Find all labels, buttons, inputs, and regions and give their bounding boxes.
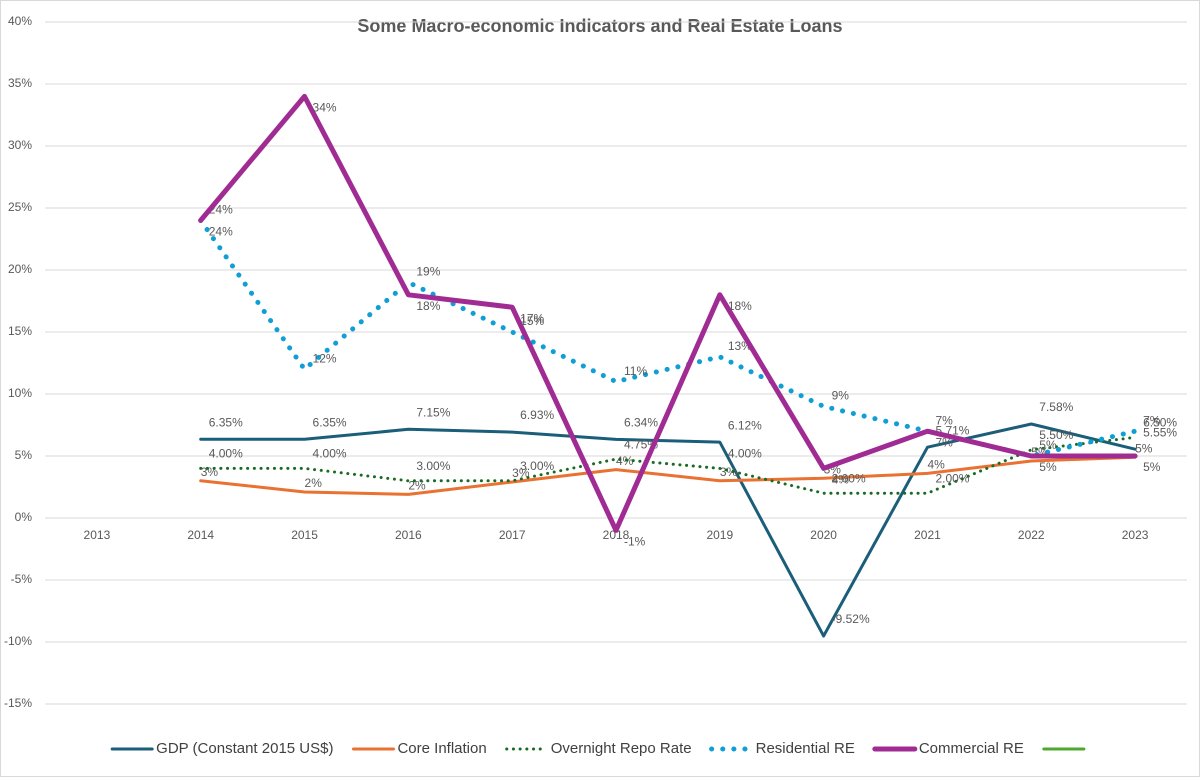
data-label: 9% xyxy=(832,389,850,403)
series-line xyxy=(198,93,1138,533)
y-tick-label: 10% xyxy=(8,386,32,400)
x-tick-label: 2017 xyxy=(499,528,526,542)
y-tick-label: 0% xyxy=(15,510,33,524)
data-label: 4.00% xyxy=(209,447,243,461)
data-label: 2.00% xyxy=(935,471,969,485)
data-label: 5% xyxy=(1039,460,1057,474)
data-label: 5% xyxy=(1135,441,1153,455)
x-tick-label: 2015 xyxy=(291,528,318,542)
data-label: 3.00% xyxy=(416,459,450,473)
data-label: 11% xyxy=(624,364,647,378)
x-tick-label: 2014 xyxy=(187,528,214,542)
y-tick-label: 35% xyxy=(8,76,32,90)
data-label: 5.50% xyxy=(1039,428,1073,442)
data-label: 6.50% xyxy=(1143,416,1177,430)
x-tick-label: 2020 xyxy=(810,528,837,542)
data-label: 3.00% xyxy=(520,459,554,473)
data-label: 6.12% xyxy=(728,418,762,432)
y-tick-label: -10% xyxy=(4,634,32,648)
data-label: 17% xyxy=(520,311,544,325)
x-tick-label: 2013 xyxy=(84,528,111,542)
data-label: 4% xyxy=(616,454,634,468)
data-label: 4.00% xyxy=(728,447,762,461)
legend: GDP (Constant 2015 US$) Core Inflation Ove… xyxy=(110,740,1086,757)
legend-label: Residential RE xyxy=(756,740,855,757)
data-label: 5% xyxy=(1143,460,1161,474)
y-tick-label: 5% xyxy=(15,448,33,462)
data-label: 7% xyxy=(935,435,953,449)
data-label: 3% xyxy=(512,466,530,480)
x-tick-label: 2018 xyxy=(603,528,630,542)
series-line xyxy=(199,435,1137,495)
data-label: 3% xyxy=(720,465,738,479)
x-tick-label: 2021 xyxy=(914,528,941,542)
y-tick-label: 20% xyxy=(8,262,32,276)
data-label: 5.55% xyxy=(1143,425,1177,439)
data-label: -9.52% xyxy=(832,612,870,626)
data-label: 7% xyxy=(1143,413,1161,427)
data-label: 15% xyxy=(520,314,544,328)
y-tick-label: -15% xyxy=(4,696,32,710)
data-label: 2% xyxy=(408,479,426,493)
x-tick-label: 2019 xyxy=(706,528,733,542)
series-line xyxy=(199,422,1137,638)
series-line xyxy=(199,455,1137,496)
legend-label: Core Inflation xyxy=(397,740,486,757)
data-label: 2.00% xyxy=(832,471,866,485)
data-label: 7% xyxy=(935,413,953,427)
series-line xyxy=(198,217,1138,459)
data-label: 5% xyxy=(1039,438,1057,452)
data-label: 34% xyxy=(313,101,337,115)
legend-label: Commercial RE xyxy=(919,740,1024,757)
data-label: 4% xyxy=(832,473,850,487)
data-label: 7.58% xyxy=(1039,400,1073,414)
chart-title: Some Macro-economic Indicators and Real … xyxy=(357,16,842,36)
legend-label: Overnight Repo Rate xyxy=(551,740,692,757)
data-label: 18% xyxy=(728,299,752,313)
y-tick-label: -5% xyxy=(11,572,33,586)
data-label: 12% xyxy=(313,351,337,365)
y-tick-label: 40% xyxy=(8,14,32,28)
data-label: 24% xyxy=(209,225,233,239)
data-label: 4% xyxy=(927,458,945,472)
data-label: 6.34% xyxy=(624,416,658,430)
data-label: 7.15% xyxy=(416,406,450,420)
x-tick-label: 2016 xyxy=(395,528,422,542)
y-tick-label: 15% xyxy=(8,324,32,338)
x-tick-label: 2022 xyxy=(1018,528,1045,542)
data-label: 6.35% xyxy=(209,415,243,429)
data-label: 3% xyxy=(201,465,219,479)
y-tick-label: 30% xyxy=(8,138,32,152)
data-label: 6.93% xyxy=(520,408,554,422)
data-label: 2% xyxy=(305,476,323,490)
legend-label: GDP (Constant 2015 US$) xyxy=(156,740,333,757)
data-label: 4.00% xyxy=(313,447,347,461)
data-label: 19% xyxy=(416,265,440,279)
data-label: 18% xyxy=(416,299,440,313)
x-tick-label: 2023 xyxy=(1122,528,1149,542)
y-tick-label: 25% xyxy=(8,200,32,214)
data-label: 6.35% xyxy=(313,415,347,429)
data-label: -1% xyxy=(624,535,646,549)
